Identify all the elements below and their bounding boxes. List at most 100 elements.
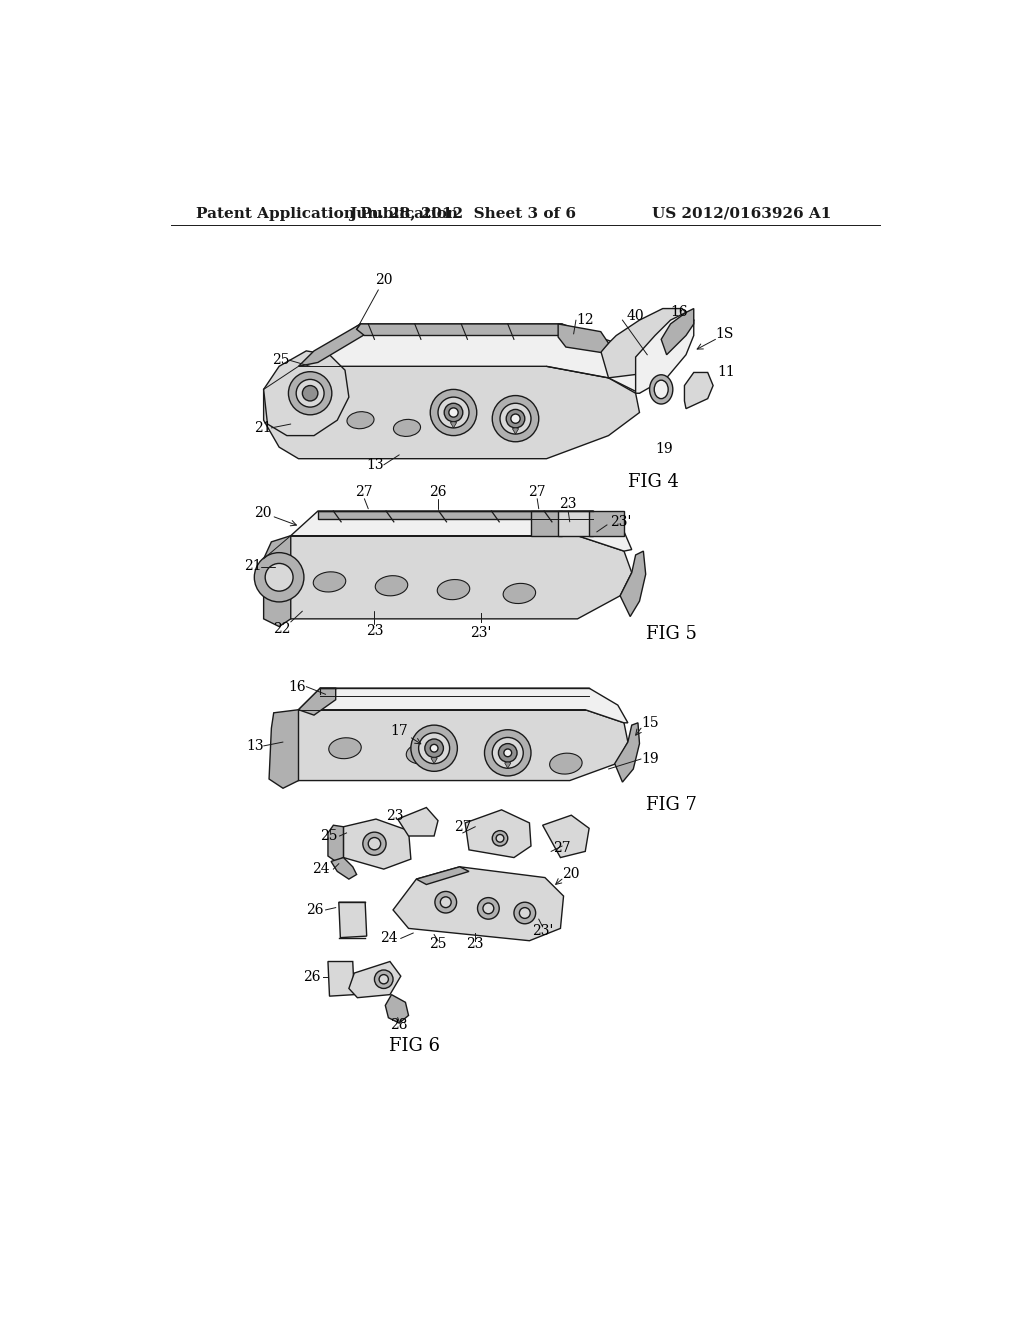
Polygon shape [465,810,531,858]
Circle shape [477,898,500,919]
Circle shape [254,553,304,602]
Circle shape [483,903,494,913]
Text: 22: 22 [273,622,291,636]
Circle shape [411,725,458,771]
Text: 27: 27 [553,841,570,855]
Text: FIG 4: FIG 4 [628,473,679,491]
Circle shape [500,404,531,434]
Circle shape [493,396,539,442]
Polygon shape [543,816,589,858]
Polygon shape [343,818,411,869]
Circle shape [504,748,512,756]
Ellipse shape [347,412,374,429]
Polygon shape [385,995,409,1023]
Circle shape [438,397,469,428]
Text: FIG 6: FIG 6 [389,1038,440,1055]
Text: 1S: 1S [716,327,734,341]
Circle shape [379,974,388,983]
Circle shape [484,730,531,776]
Polygon shape [263,536,291,627]
Circle shape [289,372,332,414]
Polygon shape [317,511,593,519]
Text: 13: 13 [367,458,384,471]
Circle shape [493,830,508,846]
Text: 27: 27 [355,484,373,499]
Circle shape [302,385,317,401]
Text: 25: 25 [319,829,337,843]
Polygon shape [328,961,354,997]
Polygon shape [271,710,628,780]
Polygon shape [393,867,563,941]
Ellipse shape [375,576,408,595]
Circle shape [435,891,457,913]
Circle shape [440,896,452,908]
Ellipse shape [649,375,673,404]
Polygon shape [349,961,400,998]
Text: 23': 23' [610,515,632,529]
Text: 13: 13 [246,739,263,752]
Text: 26: 26 [429,484,446,499]
Text: FIG 5: FIG 5 [646,626,696,643]
Ellipse shape [654,380,669,399]
Polygon shape [263,367,640,459]
Circle shape [506,409,524,428]
Ellipse shape [407,743,438,764]
Circle shape [496,834,504,842]
Polygon shape [356,323,566,335]
Circle shape [362,832,386,855]
Wedge shape [451,422,457,428]
Polygon shape [269,710,299,788]
Text: US 2012/0163926 A1: US 2012/0163926 A1 [652,207,831,220]
Ellipse shape [503,583,536,603]
Polygon shape [621,552,646,616]
Text: 19: 19 [641,752,658,766]
Circle shape [430,389,477,436]
Text: 24: 24 [380,932,397,945]
Polygon shape [331,858,356,879]
Text: 23: 23 [559,498,577,511]
Text: 23': 23' [531,924,553,937]
Polygon shape [558,511,593,536]
Text: 28: 28 [390,1019,408,1032]
Circle shape [519,908,530,919]
Polygon shape [601,309,693,378]
Text: 26: 26 [306,903,324,917]
Circle shape [514,903,536,924]
Circle shape [444,404,463,422]
Text: 24: 24 [312,862,330,876]
Text: 23': 23' [470,626,492,640]
Polygon shape [328,825,343,862]
Text: 20: 20 [254,506,296,525]
Text: 27: 27 [528,484,546,499]
Polygon shape [263,351,349,436]
Text: 16: 16 [289,680,306,693]
Polygon shape [636,313,693,393]
Text: 16: 16 [671,305,688,319]
Circle shape [296,379,324,407]
Text: Jun. 28, 2012  Sheet 3 of 6: Jun. 28, 2012 Sheet 3 of 6 [349,207,577,220]
Circle shape [369,837,381,850]
Polygon shape [299,323,640,393]
Polygon shape [291,511,632,552]
Polygon shape [684,372,713,409]
Circle shape [425,739,443,758]
Polygon shape [299,323,376,367]
Polygon shape [263,536,632,619]
Text: 11: 11 [717,366,735,379]
Circle shape [419,733,450,763]
Text: FIG 7: FIG 7 [646,796,696,814]
Polygon shape [299,688,336,715]
Text: 21: 21 [244,560,261,573]
Polygon shape [531,511,562,536]
Text: 20: 20 [562,867,580,882]
Ellipse shape [437,579,470,599]
Polygon shape [589,511,624,536]
Ellipse shape [550,754,582,774]
Circle shape [493,738,523,768]
Polygon shape [397,808,438,836]
Ellipse shape [313,572,346,591]
Text: 21: 21 [254,421,271,434]
Circle shape [430,744,438,752]
Text: 26: 26 [303,970,321,983]
Circle shape [499,743,517,762]
